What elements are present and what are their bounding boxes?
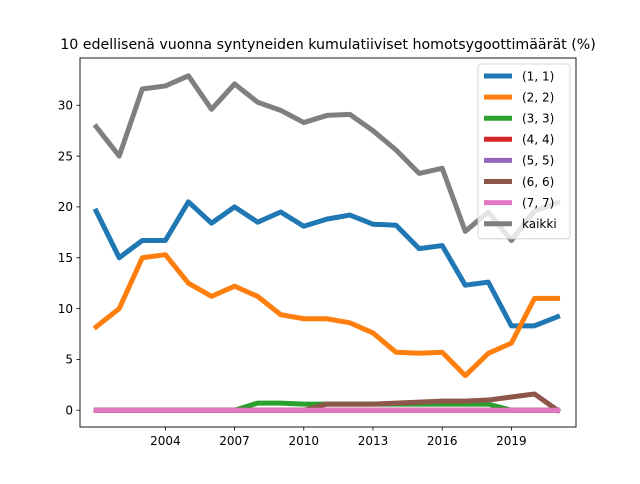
y-tick-label-5: 25 [58, 149, 73, 163]
y-tick-label-6: 30 [58, 99, 73, 113]
legend-label-1: (2, 2) [522, 90, 554, 104]
legend-label-5: (6, 6) [522, 175, 554, 189]
y-tick-label-2: 10 [58, 302, 73, 316]
y-tick-label-1: 5 [65, 353, 73, 367]
y-axis: 0 5 10 15 20 25 30 [58, 99, 80, 418]
x-tick-label-0: 2004 [150, 434, 181, 448]
x-tick-label-2: 2010 [289, 434, 320, 448]
y-tick-label-0: 0 [65, 404, 73, 418]
y-tick-label-4: 20 [58, 200, 73, 214]
legend-label-7: kaikki [522, 217, 557, 231]
legend-label-3: (4, 4) [522, 133, 554, 147]
x-tick-label-3: 2013 [358, 434, 389, 448]
series-line-1 [92, 252, 561, 379]
x-tick-label-1: 2007 [219, 434, 250, 448]
legend-label-2: (3, 3) [522, 112, 554, 126]
legend-box [477, 63, 571, 240]
x-tick-label-5: 2019 [496, 434, 527, 448]
series-line-0 [92, 199, 561, 329]
plot-frame [79, 57, 577, 428]
legend-label-0: (1, 1) [522, 69, 554, 83]
y-tick-label-3: 15 [58, 251, 73, 265]
legend: (1, 1) (2, 2) (3, 3) (4, 4) (5, 5) (6, 6) (7, … [477, 63, 571, 240]
legend-label-4: (5, 5) [522, 154, 554, 168]
legend-label-6: (7, 7) [522, 196, 554, 210]
chart-title: 10 edellisenä vuonna syntyneiden kumulat… [60, 37, 596, 53]
plot-lines [92, 73, 562, 414]
x-axis: 2004 2007 2010 2013 2016 2019 [150, 427, 527, 448]
x-tick-label-4: 2016 [427, 434, 458, 448]
